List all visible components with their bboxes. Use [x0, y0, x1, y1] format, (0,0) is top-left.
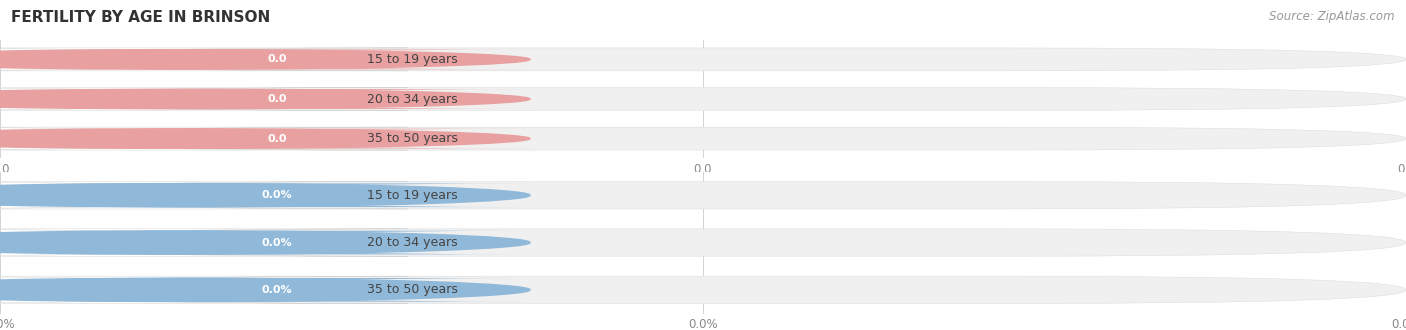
Text: Source: ZipAtlas.com: Source: ZipAtlas.com [1270, 10, 1395, 23]
FancyBboxPatch shape [0, 276, 1406, 304]
FancyBboxPatch shape [14, 89, 534, 109]
Text: 0.0%: 0.0% [262, 190, 292, 200]
FancyBboxPatch shape [0, 127, 1406, 150]
Circle shape [0, 278, 530, 302]
FancyBboxPatch shape [0, 87, 408, 111]
FancyBboxPatch shape [14, 231, 534, 254]
Text: 0.0: 0.0 [267, 134, 287, 144]
Circle shape [0, 129, 530, 149]
Text: 0.0: 0.0 [267, 54, 287, 64]
Circle shape [0, 89, 530, 109]
FancyBboxPatch shape [14, 278, 534, 302]
Text: 20 to 34 years: 20 to 34 years [367, 92, 457, 106]
Text: 0.0%: 0.0% [262, 285, 292, 295]
FancyBboxPatch shape [0, 182, 1406, 209]
Text: 15 to 19 years: 15 to 19 years [367, 189, 457, 202]
Text: 35 to 50 years: 35 to 50 years [367, 283, 458, 296]
Text: 35 to 50 years: 35 to 50 years [367, 132, 458, 145]
FancyBboxPatch shape [0, 127, 408, 150]
FancyBboxPatch shape [14, 183, 534, 207]
FancyBboxPatch shape [0, 48, 408, 71]
FancyBboxPatch shape [0, 229, 408, 256]
FancyBboxPatch shape [14, 50, 534, 69]
Text: 0.0%: 0.0% [262, 238, 292, 248]
Text: 15 to 19 years: 15 to 19 years [367, 53, 457, 66]
Text: 0.0: 0.0 [267, 94, 287, 104]
FancyBboxPatch shape [0, 87, 1406, 111]
Circle shape [0, 231, 530, 254]
Circle shape [0, 183, 530, 207]
FancyBboxPatch shape [0, 182, 408, 209]
Text: FERTILITY BY AGE IN BRINSON: FERTILITY BY AGE IN BRINSON [11, 10, 270, 25]
Circle shape [0, 50, 530, 69]
FancyBboxPatch shape [0, 276, 408, 304]
FancyBboxPatch shape [14, 129, 534, 149]
FancyBboxPatch shape [0, 229, 1406, 256]
FancyBboxPatch shape [0, 48, 1406, 71]
Text: 20 to 34 years: 20 to 34 years [367, 236, 457, 249]
